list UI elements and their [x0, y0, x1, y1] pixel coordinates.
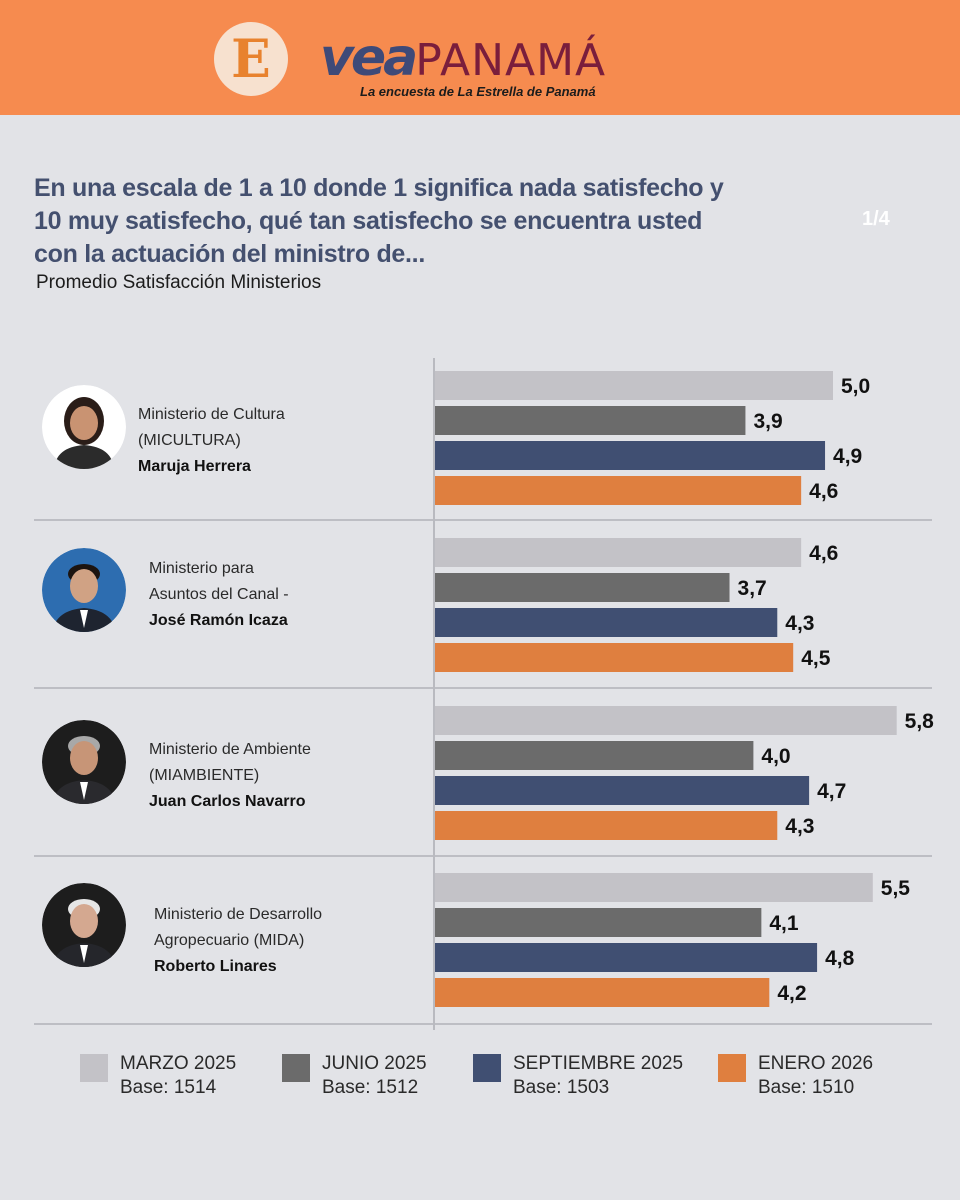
minister-photo-herrera: [42, 385, 126, 469]
legend-swatch: [80, 1054, 108, 1082]
bar-2-2: [435, 776, 810, 805]
minister-photo-icaza: [42, 548, 126, 632]
ministry-label-canal: Ministerio para Asuntos del Canal - José…: [149, 556, 289, 634]
brand-vea: vea: [320, 28, 418, 88]
legend-swatch: [282, 1054, 310, 1082]
ministry-label-mida: Ministerio de Desarrollo Agropecuario (M…: [154, 902, 322, 980]
data-label: 5,5: [881, 877, 911, 900]
ministry-name-2: (MICULTURA): [138, 432, 241, 449]
brand-panama: PANAMÁ: [415, 35, 607, 86]
legend-label: ENERO 2026: [758, 1053, 874, 1074]
ministry-name: Ministerio de Ambiente: [149, 741, 311, 758]
bar-1-1: [435, 573, 730, 602]
page-indicator: 1/4: [862, 208, 890, 230]
ministry-name: Ministerio de Desarrollo: [154, 906, 323, 923]
bar-2-3: [435, 943, 818, 972]
legend-item-enero: ENERO 2026 Base: 1510: [718, 1052, 873, 1100]
data-label: 4,2: [777, 982, 806, 1005]
data-label: 4,3: [785, 815, 814, 838]
header-banner: E veaPANAMÁ La encuesta de La Estrella d…: [0, 0, 960, 115]
tagline: La encuesta de La Estrella de Panamá: [360, 84, 596, 99]
data-label: 4,5: [801, 647, 831, 670]
data-label: 4,3: [785, 612, 814, 635]
vea-panama-logo: veaPANAMÁ: [320, 28, 607, 88]
bar-2-0: [435, 441, 826, 470]
bar-0-2: [435, 706, 897, 735]
legend-base: Base: 1512: [322, 1077, 419, 1098]
legend-item-septiembre: SEPTIEMBRE 2025 Base: 1503: [473, 1052, 683, 1100]
bar-3-3: [435, 978, 770, 1007]
ministry-label-ambiente: Ministerio de Ambiente (MIAMBIENTE) Juan…: [149, 737, 311, 815]
estrella-logo: E: [214, 22, 288, 96]
legend-base: Base: 1514: [120, 1077, 217, 1098]
ministry-name-2: Asuntos del Canal -: [149, 586, 289, 603]
data-label: 5,0: [841, 375, 870, 398]
data-label: 4,6: [809, 480, 838, 503]
bar-2-1: [435, 608, 778, 637]
legend-base: Base: 1503: [513, 1077, 610, 1098]
legend-base: Base: 1510: [758, 1077, 855, 1098]
data-label: 4,7: [817, 780, 846, 803]
bar-0-3: [435, 873, 873, 902]
survey-question: En una escala de 1 a 10 donde 1 signific…: [34, 174, 724, 268]
bar-0-1: [435, 538, 802, 567]
minister-photo-linares: [42, 883, 126, 967]
data-label: 4,0: [761, 745, 790, 768]
ministry-name: Ministerio de Cultura: [138, 406, 285, 423]
legend-item-junio: JUNIO 2025 Base: 1512: [282, 1052, 427, 1100]
bar-0-0: [435, 371, 833, 400]
ministry-name: Ministerio para: [149, 560, 254, 577]
legend-swatch: [473, 1054, 501, 1082]
bar-3-2: [435, 811, 778, 840]
bar-3-0: [435, 476, 802, 505]
bar-1-2: [435, 741, 754, 770]
ministry-label-cultura: Ministerio de Cultura (MICULTURA) Maruja…: [138, 402, 285, 480]
data-label: 4,8: [825, 947, 855, 970]
data-label: 5,8: [905, 710, 935, 733]
minister-name: Roberto Linares: [154, 958, 277, 975]
data-label: 3,9: [753, 410, 782, 433]
data-label: 4,6: [809, 542, 838, 565]
data-label: 4,9: [833, 445, 862, 468]
legend-swatch: [718, 1054, 746, 1082]
bar-1-3: [435, 908, 762, 937]
chart-subtitle: Promedio Satisfacción Ministerios: [36, 272, 322, 293]
legend-label: SEPTIEMBRE 2025: [513, 1053, 684, 1074]
bar-1-0: [435, 406, 746, 435]
bar-3-1: [435, 643, 794, 672]
minister-name: Juan Carlos Navarro: [149, 793, 306, 810]
ministry-name-2: (MIAMBIENTE): [149, 767, 260, 784]
ministry-name-2: Agropecuario (MIDA): [154, 932, 305, 949]
minister-name: José Ramón Icaza: [149, 612, 288, 629]
legend-label: MARZO 2025: [120, 1053, 237, 1074]
minister-photo-navarro: [42, 720, 126, 804]
minister-name: Maruja Herrera: [138, 458, 251, 475]
data-label: 3,7: [738, 577, 767, 600]
data-label: 4,1: [769, 912, 799, 935]
legend-item-marzo: MARZO 2025 Base: 1514: [80, 1052, 236, 1100]
legend-label: JUNIO 2025: [322, 1053, 427, 1074]
